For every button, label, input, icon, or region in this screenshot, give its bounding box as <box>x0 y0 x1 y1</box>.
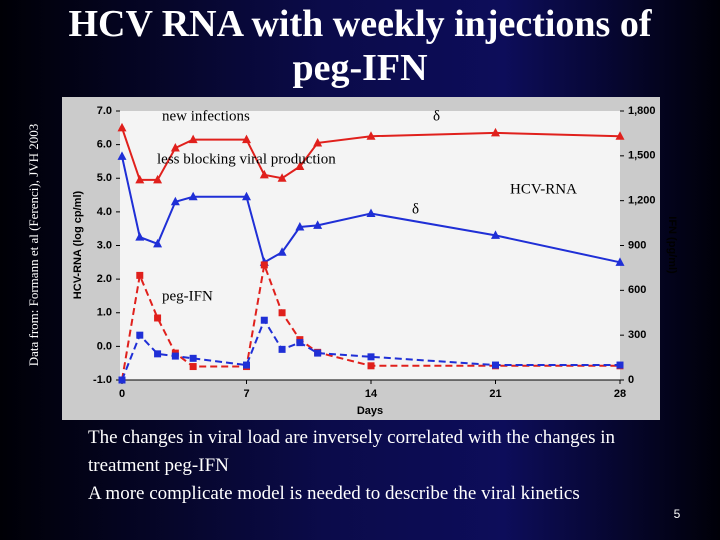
marker <box>491 127 500 137</box>
annotation: new infections <box>162 108 250 124</box>
x-tick-label: 7 <box>243 388 249 400</box>
marker <box>615 257 625 266</box>
marker <box>188 191 198 201</box>
chart-layer: -1.0 0.0 1.0 2.0 3.0 4.0 5.0 6.0 7.0 0 300 600 900 1,… <box>93 105 656 400</box>
y-tick-label: 4.0 <box>97 206 112 218</box>
marker <box>118 376 126 384</box>
marker <box>153 238 163 248</box>
marker <box>295 222 305 231</box>
y-axis-label: HCV-RNA (log cp/ml) <box>72 190 84 299</box>
marker <box>135 232 145 241</box>
x-axis-label: Days <box>357 405 383 417</box>
marker <box>367 362 375 370</box>
y-tick-label: 0.0 <box>97 340 112 352</box>
x-tick-label: 0 <box>119 388 125 400</box>
y-tick-label: 2.0 <box>97 273 112 285</box>
y2-tick-label: 1,200 <box>628 195 656 207</box>
marker <box>189 363 197 371</box>
page-number: 5 <box>674 507 681 521</box>
x-tick-label: 21 <box>489 388 501 400</box>
source-note: Data from: Formann et al (Ferenci), JVH … <box>26 124 41 367</box>
y2-axis-label: IFN (pg/ml) <box>666 216 678 274</box>
marker <box>295 161 305 170</box>
marker <box>117 122 127 132</box>
marker <box>136 331 144 339</box>
marker <box>153 174 163 184</box>
annotation: δ <box>412 201 419 217</box>
marker <box>135 174 145 184</box>
y-tick-label: 3.0 <box>97 239 112 251</box>
marker <box>366 131 376 140</box>
marker <box>136 271 144 279</box>
marker <box>277 173 287 182</box>
marker <box>278 309 286 317</box>
y2-tick-label: 300 <box>628 329 646 341</box>
marker <box>491 230 500 239</box>
marker <box>492 361 499 369</box>
body-text: The changes in viral load are inversely … <box>88 424 658 508</box>
marker <box>170 196 180 206</box>
annotation: HCV-RNA <box>510 181 577 197</box>
y-tick-label: 7.0 <box>97 105 112 117</box>
annotation: less blocking viral production <box>157 151 336 167</box>
body-line: The changes in viral load are inversely … <box>88 427 616 476</box>
marker <box>296 339 304 347</box>
y2-tick-label: 1,800 <box>628 105 656 117</box>
marker <box>242 191 251 201</box>
y-tick-label: -1.0 <box>93 374 112 386</box>
x-tick-label: 14 <box>365 388 378 400</box>
x-tick-label: 28 <box>614 388 626 400</box>
annotation: peg-IFN <box>162 288 213 304</box>
marker <box>242 134 251 144</box>
marker <box>170 142 180 152</box>
marker <box>188 134 198 144</box>
marker <box>277 247 287 256</box>
plot-area <box>120 111 620 380</box>
marker <box>171 352 179 360</box>
annotation: δ <box>433 108 440 124</box>
marker <box>616 361 624 369</box>
marker <box>154 314 162 322</box>
y-tick-label: 6.0 <box>97 139 112 151</box>
marker <box>243 361 250 369</box>
body-line: A more complicate model is needed to des… <box>88 483 580 504</box>
marker <box>260 261 268 269</box>
y-tick-label: 1.0 <box>97 307 112 319</box>
marker <box>313 137 323 147</box>
slide-title: HCV RNA with weekly injections of peg-IF… <box>68 3 652 89</box>
marker <box>314 349 322 357</box>
marker <box>260 316 268 324</box>
marker <box>117 151 127 160</box>
y2-tick-label: 0 <box>628 374 634 386</box>
y2-tick-label: 600 <box>628 284 646 296</box>
marker <box>615 131 625 140</box>
marker <box>313 220 323 229</box>
marker <box>367 353 375 361</box>
marker <box>366 208 376 218</box>
y2-tick-label: 1,500 <box>628 150 656 162</box>
marker <box>154 350 162 358</box>
marker <box>259 169 269 179</box>
marker <box>278 345 286 353</box>
marker <box>189 354 197 362</box>
y-tick-label: 5.0 <box>97 172 112 184</box>
y2-tick-label: 900 <box>628 239 646 251</box>
